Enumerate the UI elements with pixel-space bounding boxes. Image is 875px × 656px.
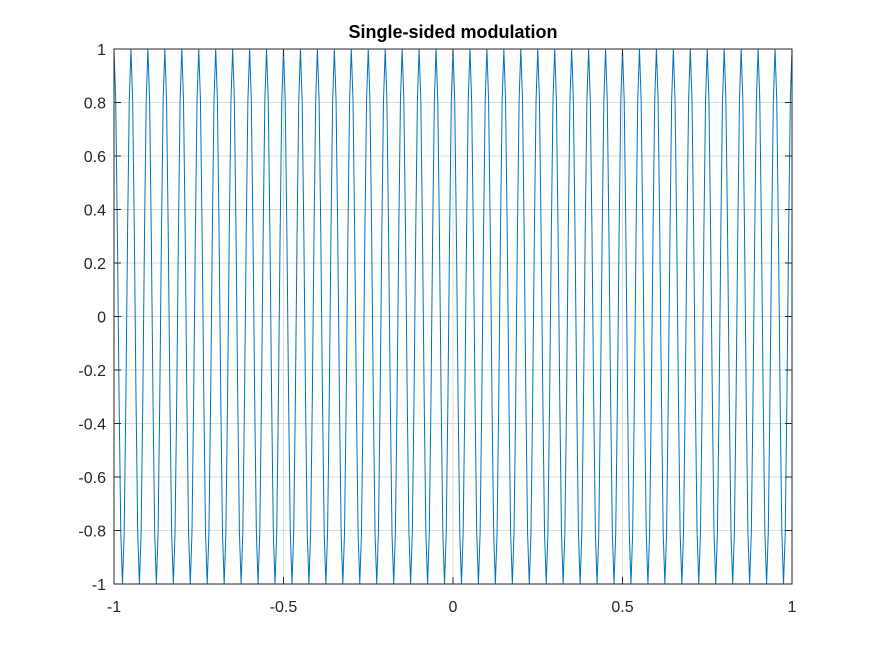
x-tick-label: 1: [788, 599, 797, 616]
x-tick-label: 0: [449, 599, 458, 616]
y-tick-label: 0.2: [84, 256, 106, 273]
y-tick-label: 0.4: [84, 203, 106, 220]
x-tick-label: -0.5: [270, 599, 298, 616]
y-tick-label: 0.6: [84, 149, 106, 166]
y-tick-label: -1: [92, 577, 106, 594]
y-tick-label: -0.8: [78, 524, 106, 541]
y-tick-labels: -1 -0.8 -0.6 -0.4 -0.2 0 0.2 0.4 0.6 0.8 1: [78, 42, 106, 594]
y-tick-label: -0.4: [78, 417, 106, 434]
x-tick-labels: -1 -0.5 0 0.5 1: [107, 599, 797, 616]
y-tick-label: 0.8: [84, 96, 106, 113]
y-tick-label: 1: [97, 42, 106, 59]
chart-title: Single-sided modulation: [348, 22, 557, 42]
tick-marks: [113, 48, 793, 585]
y-tick-label: -0.6: [78, 470, 106, 487]
y-tick-label: -0.2: [78, 363, 106, 380]
x-tick-label: 0.5: [611, 599, 633, 616]
x-tick-label: -1: [107, 599, 121, 616]
y-tick-label: 0: [97, 310, 106, 327]
